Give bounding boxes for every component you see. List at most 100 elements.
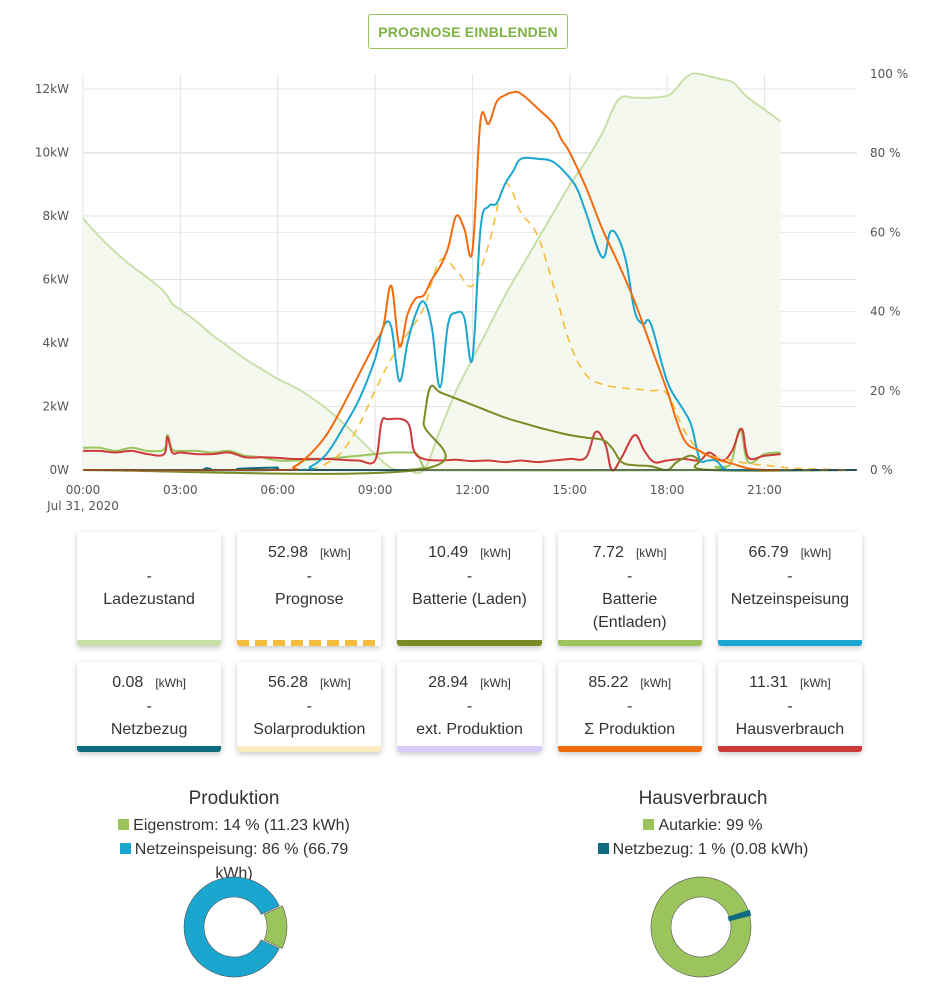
- card-label: ext. Produktion: [416, 721, 523, 738]
- legend-item[interactable]: Autarkie: 99 %: [568, 814, 838, 838]
- card-value: 10.49 [kWh]: [397, 543, 541, 563]
- x-tick-label: 18:00: [650, 483, 685, 497]
- donut-slice-netzbezug[interactable]: [727, 909, 752, 922]
- y-tick-label: 8kW: [43, 209, 70, 223]
- house-legend: Autarkie: 99 % Netzbezug: 1 % (0.08 kWh): [568, 814, 838, 862]
- card-label: Batterie (Laden): [412, 591, 527, 608]
- donut-slice-netzeinspeisung[interactable]: [183, 876, 280, 978]
- card-value-unit: [kWh]: [635, 546, 667, 560]
- card-color-bar: [717, 640, 863, 646]
- card-value-number: 56.28: [267, 674, 308, 691]
- card-value-unit: [kWh]: [800, 546, 832, 560]
- card-value-unit: [kWh]: [319, 676, 351, 690]
- series-line-ladezustand: [82, 72, 782, 475]
- summary-card: 11.31 [kWh] - Hausverbrauch: [717, 662, 863, 752]
- summary-cards-row-1: - Ladezustand 52.98 [kWh] - Prognose 10.49 [kWh…: [77, 532, 863, 646]
- y2-tick-label: 0 %: [870, 463, 893, 477]
- x-tick-label: 00:00: [66, 483, 101, 497]
- x-tick-label: 06:00: [260, 483, 295, 497]
- donut-slice-autarkie[interactable]: [650, 876, 752, 978]
- card-label: Ladezustand: [103, 591, 195, 608]
- card-value: [77, 543, 221, 563]
- y-tick-label: 0W: [50, 463, 70, 477]
- y-tick-label: 12kW: [35, 82, 69, 96]
- card-value-unit: [kWh]: [319, 546, 351, 560]
- card-separator: -: [787, 698, 793, 715]
- card-value: 28.94 [kWh]: [397, 673, 541, 693]
- x-tick-label: 12:00: [455, 483, 490, 497]
- y-tick-label: 6kW: [43, 273, 70, 287]
- card-value: 11.31 [kWh]: [718, 673, 862, 693]
- card-color-bar: [77, 746, 222, 752]
- card-value: 52.98 [kWh]: [237, 543, 381, 563]
- card-value-number: 52.98: [267, 544, 308, 561]
- legend-label: Eigenstrom: 14 % (11.23 kWh): [133, 817, 350, 834]
- card-label: Netzbezug: [110, 721, 188, 738]
- legend-label: Autarkie: 99 %: [658, 817, 763, 834]
- summary-cards: - Ladezustand 52.98 [kWh] - Prognose 10.49 [kWh…: [77, 532, 863, 768]
- summary-card: 28.94 [kWh] - ext. Produktion: [397, 662, 542, 752]
- x-tick-label: 15:00: [552, 483, 587, 497]
- card-color-bar: [717, 746, 863, 752]
- y2-tick-label: 100 %: [870, 67, 908, 81]
- card-value-number: 7.72: [592, 544, 624, 561]
- card-value: 0.08 [kWh]: [77, 673, 221, 693]
- legend-item[interactable]: Eigenstrom: 14 % (11.23 kWh): [100, 814, 368, 838]
- summary-card: - Ladezustand: [77, 532, 222, 646]
- x-tick-label: 21:00: [747, 483, 782, 497]
- summary-card: 7.72 [kWh] - Batterie (Entladen): [557, 532, 702, 646]
- card-color-bar: [237, 746, 382, 752]
- card-value: 56.28 [kWh]: [237, 673, 381, 693]
- y-tick-label: 2kW: [43, 400, 70, 414]
- card-value-number: 0.08: [112, 674, 144, 691]
- series-line-sum-produktion: [82, 90, 781, 472]
- card-value-unit: [kWh]: [640, 676, 672, 690]
- card-value-unit: [kWh]: [155, 676, 186, 690]
- card-separator: -: [466, 568, 473, 585]
- donut-slice-eigenstrom[interactable]: [263, 905, 288, 949]
- card-separator: -: [306, 698, 312, 715]
- series-line-batterie-laden: [82, 384, 857, 475]
- y-tick-label: 4kW: [43, 336, 70, 350]
- card-color-bar: [557, 640, 702, 646]
- production-title: Produktion: [188, 788, 280, 809]
- card-separator: -: [146, 568, 152, 585]
- x-date-label: Jul 31, 2020: [46, 499, 119, 513]
- card-separator: -: [787, 568, 793, 585]
- card-separator: -: [627, 568, 633, 585]
- card-value-number: 28.94: [428, 674, 469, 691]
- card-label: Hausverbrauch: [735, 721, 845, 738]
- house-summary: Hausverbrauch Autarkie: 99 % Netzbezug: 1…: [568, 788, 838, 862]
- legend-label: Netzbezug: 1 % (0.08 kWh): [612, 841, 809, 858]
- legend-item[interactable]: Netzbezug: 1 % (0.08 kWh): [568, 838, 838, 862]
- card-separator: -: [306, 568, 312, 585]
- card-value-unit: [kWh]: [480, 546, 511, 560]
- card-label: Σ Produktion: [584, 721, 676, 738]
- legend-swatch: [119, 843, 131, 854]
- y2-tick-label: 60 %: [870, 225, 901, 239]
- legend-swatch: [118, 819, 130, 830]
- production-summary: Produktion Eigenstrom: 14 % (11.23 kWh) N…: [100, 788, 368, 886]
- card-color-bar: [77, 640, 222, 646]
- summary-card: 56.28 [kWh] - Solarproduktion: [237, 662, 382, 752]
- card-label: Batterie (Entladen): [592, 591, 667, 631]
- card-label: Prognose: [275, 591, 344, 608]
- production-legend: Eigenstrom: 14 % (11.23 kWh) Netzeinspeis…: [100, 814, 368, 886]
- forecast-toggle-button[interactable]: PROGNOSE EINBLENDEN: [368, 14, 568, 49]
- card-value-number: 11.31: [749, 674, 788, 691]
- card-separator: -: [466, 698, 473, 715]
- card-label: Netzeinspeisung: [730, 591, 850, 608]
- summary-card: 85.22 [kWh] - Σ Produktion: [557, 662, 702, 752]
- summary-cards-row-2: 0.08 [kWh] - Netzbezug 56.28 [kWh] - Solarprodu…: [77, 662, 863, 752]
- legend-swatch: [597, 843, 609, 854]
- card-color-bar: [237, 640, 382, 646]
- card-value-number: 10.49: [428, 544, 469, 561]
- card-value-unit: [kWh]: [480, 676, 511, 690]
- card-separator: -: [146, 698, 152, 715]
- production-donut: [183, 876, 288, 978]
- card-value: 7.72 [kWh]: [558, 543, 702, 563]
- series-line-prognose: [309, 182, 857, 471]
- house-title: Hausverbrauch: [638, 788, 768, 809]
- legend-swatch: [643, 819, 655, 830]
- series-area-ladezustand: [83, 73, 781, 474]
